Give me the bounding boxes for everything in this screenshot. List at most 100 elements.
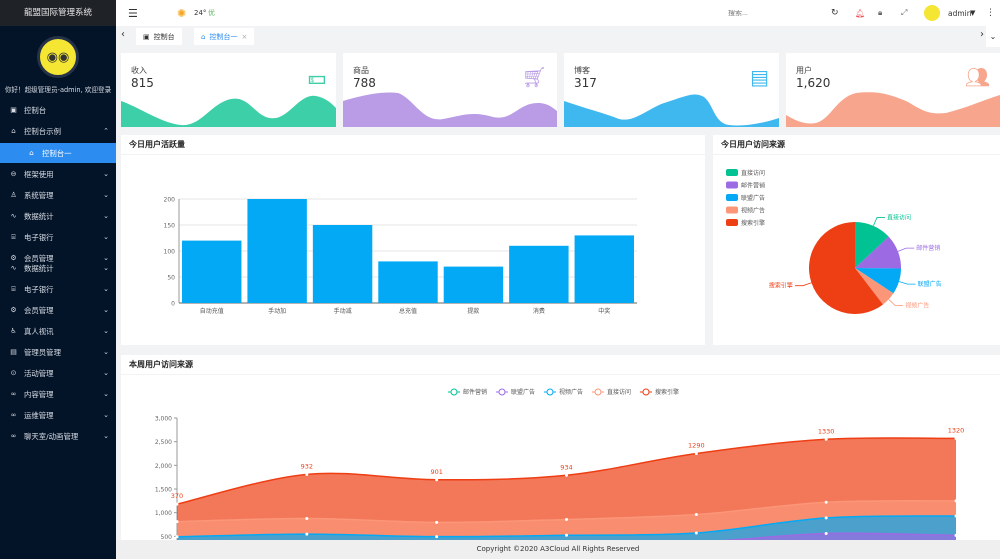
avatar[interactable]: ◉◉ (37, 36, 79, 78)
legend-item[interactable]: 邮件营销 (448, 388, 487, 396)
data-point (694, 513, 698, 517)
chevron-down-icon: ⌄ (103, 285, 109, 293)
area-chart: 500 1,000 1,500 2,000 2,500 3,000 370 932 901 934… (155, 388, 964, 558)
legend-label[interactable]: 邮件营销 (741, 182, 765, 190)
pie-label-line (898, 281, 916, 285)
svg-text:联盟广告: 联盟广告 (511, 388, 535, 396)
stat-label: 用户 (796, 66, 812, 75)
data-point (435, 478, 439, 482)
sidebar-item[interactable]: ∿ 数据统计 ⌄ (10, 211, 109, 221)
more-icon[interactable]: ⋮ (986, 8, 995, 18)
bar-chart-title: 今日用户活跃量 (121, 135, 705, 155)
chevron-down-icon: ⌄ (103, 348, 109, 356)
sparkline (786, 92, 1000, 127)
pie-slice (855, 236, 901, 269)
sidebar-item[interactable]: ⌂ 控制台一 (0, 143, 116, 163)
sidebar-item[interactable]: ⊙ 活动管理 ⌄ (10, 368, 109, 378)
sidebar-item[interactable]: ⌂ 控制台示例 ⌃ (0, 121, 116, 141)
sidebar-item[interactable]: ♿ 真人视讯 ⌄ (10, 326, 109, 336)
search-input[interactable] (728, 9, 788, 17)
chevron-up-icon: ⌃ (103, 127, 109, 135)
data-label: 932 (301, 462, 313, 470)
legend-label[interactable]: 直接访问 (741, 169, 765, 177)
list-icon: ▤ (10, 348, 17, 356)
svg-text:视频广告: 视频广告 (559, 388, 583, 396)
sidebar-item[interactable]: ♙ 系统管理 ⌄ (10, 190, 109, 200)
bank-icon: ⌸ (11, 232, 16, 241)
y-tick-label: 2,500 (155, 439, 172, 446)
tabs-menu-icon[interactable]: ⌄ (986, 26, 1000, 47)
area-chart-panel: 本周用户访问来源 500 1,000 1,500 2,000 2,500 3,000 370… (121, 355, 1000, 559)
data-point (824, 437, 828, 441)
lock-icon[interactable]: 🔒︎ (878, 8, 883, 17)
sparkline (343, 92, 557, 127)
x-tick-label: 中奖 (598, 307, 610, 315)
user-name[interactable]: admin (948, 8, 972, 18)
legend-swatch (726, 206, 738, 214)
user-avatar[interactable] (924, 5, 940, 21)
stat-value: 815 (131, 76, 154, 90)
tab-dashboard[interactable]: ▣ 控制台 (136, 28, 182, 45)
x-tick-label: 提款 (467, 307, 479, 315)
sidebar-item[interactable]: ▣ 控制台 (10, 105, 47, 115)
sidebar-item[interactable]: ▤ 管理员管理 ⌄ (10, 347, 109, 357)
stat-value: 317 (574, 76, 597, 90)
y-tick-label: 0 (171, 301, 175, 308)
legend-item[interactable]: 视频广告 (544, 388, 583, 396)
legend-label[interactable]: 联盟广告 (741, 194, 765, 202)
fullscreen-icon[interactable]: ⤢ (901, 8, 908, 17)
bar (574, 235, 634, 303)
menu-toggle-icon[interactable]: ☰ (128, 6, 138, 20)
data-point (824, 500, 828, 504)
sidebar-item[interactable]: ∿ 数据统计 ⌄ (10, 263, 109, 273)
cart-icon: 🛒︎ (521, 65, 547, 89)
sidebar-item[interactable]: ∞ 内容管理 ⌄ (10, 389, 109, 399)
stat-card: 用户 1,620 👥︎ (786, 53, 1000, 127)
x-tick-label: 手动减 (334, 307, 352, 315)
pie-chart-title: 今日用户访问来源 (713, 135, 1000, 155)
gear-icon: ⚙ (10, 254, 17, 262)
pulse-icon: ∿ (10, 212, 17, 220)
sidebar-item[interactable]: ⌸ 电子银行 ⌄ (0, 227, 116, 247)
legend-item[interactable]: 搜索引擎 (640, 388, 679, 396)
data-point (305, 516, 309, 520)
data-point (954, 436, 958, 440)
sidebar-item[interactable]: ⌸ 电子银行 ⌄ (0, 279, 116, 299)
sparkline-area (786, 92, 1000, 127)
data-label: 1330 (818, 427, 835, 435)
chevron-down-icon: ⌄ (103, 369, 109, 377)
stat-label: 收入 (131, 66, 147, 75)
stat-card: 博客 317 ▤ (564, 53, 779, 127)
legend-swatch (726, 169, 738, 176)
tabs-scroll-left-icon[interactable]: ‹ (121, 29, 125, 40)
pie-slice (855, 268, 894, 305)
close-icon[interactable]: × (241, 32, 248, 41)
home-icon: ⌂ (201, 32, 206, 41)
tabs-scroll-right-icon[interactable]: › (980, 29, 984, 40)
sidebar-item[interactable]: ∞ 运维管理 ⌄ (10, 410, 109, 420)
legend-swatch (726, 219, 738, 226)
pie-chart-panel: 今日用户访问来源 直接访问 直接访问 邮件营销 邮件营销 联盟广告 联盟广告 视频广告 视频广… (713, 135, 1000, 345)
bar-chart-panel: 今日用户活跃量 0 50 100 150 200 自动充值 手动加 手动减 总充值 提款 消费 中奖 (121, 135, 705, 345)
data-point (175, 535, 179, 539)
pie-slice (855, 222, 889, 268)
sidebar-item[interactable]: ⚙ 会员管理 ⌄ (10, 253, 109, 263)
x-tick-label: 总充值 (399, 307, 417, 315)
refresh-icon[interactable]: ↻ (831, 8, 839, 18)
home-icon: ⌂ (11, 127, 16, 135)
legend-item[interactable]: 直接访问 (592, 388, 631, 396)
sidebar-item[interactable]: ∞ 聊天室/动画管理 ⌄ (10, 431, 109, 441)
tab-dashboard-one[interactable]: ⌂ 控制台一 × (194, 28, 255, 45)
pie-label: 联盟广告 (918, 280, 942, 288)
legend-item[interactable]: 联盟广告 (496, 388, 535, 396)
data-point (954, 533, 958, 537)
chevron-down-icon: ⌄ (103, 254, 109, 262)
bell-icon[interactable]: 🔔︎ (855, 8, 866, 18)
legend-label[interactable]: 搜索引擎 (741, 219, 765, 227)
sidebar-item[interactable]: ⊖ 框架使用 ⌄ (10, 169, 109, 179)
svg-text:邮件营销: 邮件营销 (463, 388, 487, 396)
chevron-down-icon: ⌄ (103, 411, 109, 419)
legend-label[interactable]: 视频广告 (741, 207, 765, 215)
sidebar-item[interactable]: ⚙ 会员管理 ⌄ (10, 305, 109, 315)
caret-down-icon[interactable]: ▼ (970, 9, 976, 17)
